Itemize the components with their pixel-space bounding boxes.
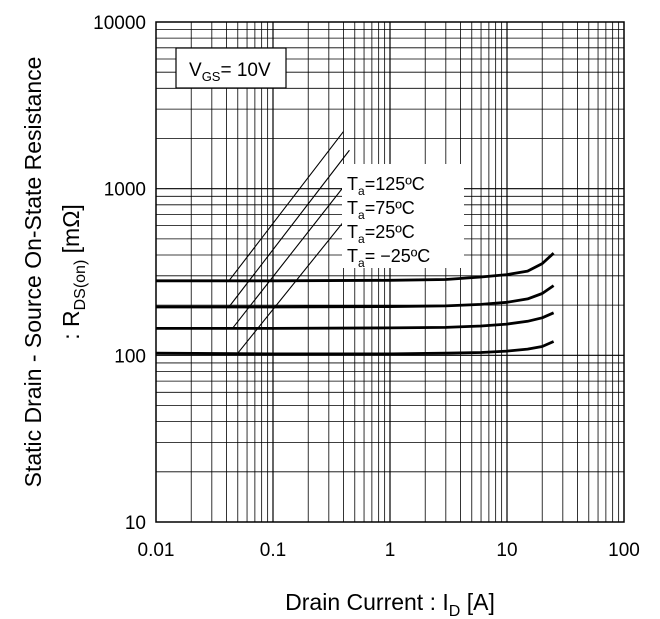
x-tick-label: 10 [496, 540, 517, 561]
series-label: Ta= −25ºC [347, 246, 430, 270]
x-tick-label: 100 [608, 540, 640, 561]
annotation-leader-line [231, 172, 356, 329]
series-lines [155, 252, 555, 356]
series-line [155, 340, 555, 356]
y-axis-label: Static Drain - Source On-State Resistanc… [20, 57, 89, 488]
y-tick-labels: 10 100 1000 10000 [93, 13, 146, 534]
series-line [156, 252, 555, 283]
y-tick-label: 10000 [93, 13, 146, 34]
plot-frame [155, 21, 625, 523]
condition-box [175, 47, 287, 89]
x-tick-label: 1 [385, 540, 396, 561]
y-axis-label-line2: : RDS(on) [mΩ] [58, 204, 89, 340]
series-label-box [342, 164, 464, 268]
y-tick-label: 100 [114, 346, 146, 367]
series-line [156, 284, 555, 309]
x-tick-label: 0.01 [138, 540, 175, 561]
series-label: Ta=125ºC [347, 174, 425, 198]
x-axis-label: Drain Current : ID [A] [285, 589, 495, 619]
condition-label: VGS= 10V [189, 60, 271, 84]
y-axis-label-line1: Static Drain - Source On-State Resistanc… [20, 57, 46, 488]
x-tick-labels: 0.01 0.1 1 10 100 [138, 540, 640, 561]
x-tick-label: 0.1 [260, 540, 286, 561]
annotation-leader-line [228, 131, 344, 282]
series-label: Ta=75ºC [347, 198, 415, 222]
series-line [156, 311, 555, 330]
grid [156, 22, 624, 522]
y-tick-label: 10 [125, 513, 146, 534]
series-label: Ta=25ºC [347, 222, 415, 246]
y-tick-label: 1000 [104, 180, 146, 201]
